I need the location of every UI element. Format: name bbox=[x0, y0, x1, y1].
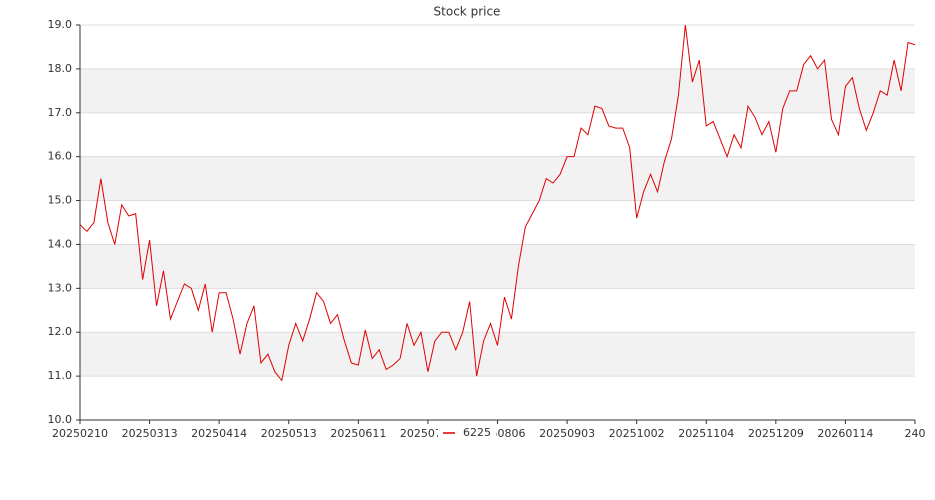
y-tick-label: 12.0 bbox=[48, 325, 73, 338]
x-tick-label: 20251002 bbox=[609, 427, 665, 440]
chart-title: Stock price bbox=[434, 5, 501, 19]
y-tick-label: 14.0 bbox=[48, 237, 73, 250]
y-tick-label: 15.0 bbox=[48, 194, 73, 207]
x-tick-label: 20250210 bbox=[52, 427, 108, 440]
series-line bbox=[79, 24, 916, 382]
y-tick-label: 16.0 bbox=[48, 150, 73, 163]
grid-band bbox=[80, 156, 915, 201]
y-tick-label: 13.0 bbox=[48, 281, 73, 294]
legend: 6225 bbox=[438, 425, 496, 441]
grid-band bbox=[80, 244, 915, 289]
x-tick-label: 20250313 bbox=[122, 427, 178, 440]
x-tick-label: 20251209 bbox=[748, 427, 804, 440]
x-tick-label: 20250513 bbox=[261, 427, 317, 440]
x-tick-label: 20251104 bbox=[678, 427, 734, 440]
y-tick-label: 18.0 bbox=[48, 62, 73, 75]
x-tick-label: 20250414 bbox=[191, 427, 247, 440]
legend-bg bbox=[438, 425, 496, 441]
y-tick-label: 11.0 bbox=[48, 369, 73, 382]
x-tick-label: 20260114 bbox=[817, 427, 873, 440]
grid-band bbox=[80, 332, 915, 377]
x-tick-label: 20250611 bbox=[330, 427, 386, 440]
grid-band bbox=[80, 68, 915, 113]
x-tick-label: 20250903 bbox=[539, 427, 595, 440]
y-tick-label: 19.0 bbox=[48, 18, 73, 31]
y-tick-label: 10.0 bbox=[48, 413, 73, 426]
x-tick-label: 240 bbox=[905, 427, 926, 440]
y-tick-label: 17.0 bbox=[48, 106, 73, 119]
legend-label: 6225 bbox=[463, 426, 491, 439]
